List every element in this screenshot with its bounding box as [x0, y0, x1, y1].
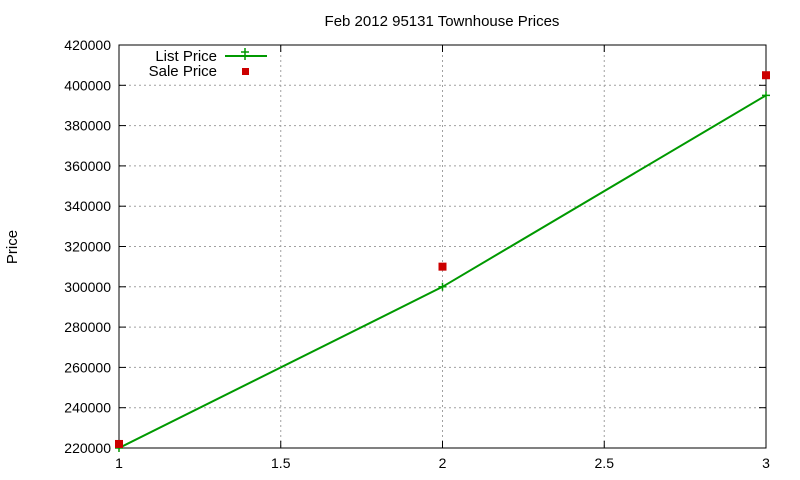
y-tick-label: 340000: [64, 198, 111, 214]
y-tick-label: 280000: [64, 319, 111, 335]
y-tick-label: 420000: [64, 37, 111, 53]
x-tick-label: 2: [439, 455, 447, 471]
sale-price-point: [438, 262, 447, 271]
y-tick-label: 240000: [64, 400, 111, 416]
plot-frame: [118, 44, 767, 449]
grid: [119, 45, 766, 448]
legend-swatch-sale-price-marker: [242, 68, 249, 75]
y-tick-label: 220000: [64, 440, 111, 456]
sale-price-point: [762, 71, 770, 80]
y-tick-label: 400000: [64, 77, 111, 93]
y-tick-label: 320000: [64, 239, 111, 255]
x-tick-label: 2.5: [595, 455, 615, 471]
legend: List Price Sale Price: [149, 48, 267, 80]
list-price-point: [438, 282, 447, 291]
y-tick-label: 380000: [64, 118, 111, 134]
axis-ticks: 2200002400002600002800003000003200003400…: [64, 37, 770, 471]
y-tick-label: 300000: [64, 279, 111, 295]
x-tick-label: 1.5: [271, 455, 291, 471]
x-tick-label: 1: [115, 455, 123, 471]
legend-label-list-price: List Price: [155, 48, 217, 65]
y-axis-label: Price: [4, 230, 21, 264]
y-tick-label: 360000: [64, 158, 111, 174]
legend-label-sale-price: Sale Price: [149, 63, 217, 80]
y-tick-label: 260000: [64, 359, 111, 375]
chart-title: Feb 2012 95131 Townhouse Prices: [325, 13, 560, 30]
x-tick-label: 3: [762, 455, 770, 471]
list-price-point: [762, 91, 770, 100]
legend-swatch-list-price-marker: [241, 48, 249, 60]
sale-price-point: [115, 439, 123, 448]
data-series: [115, 71, 770, 452]
